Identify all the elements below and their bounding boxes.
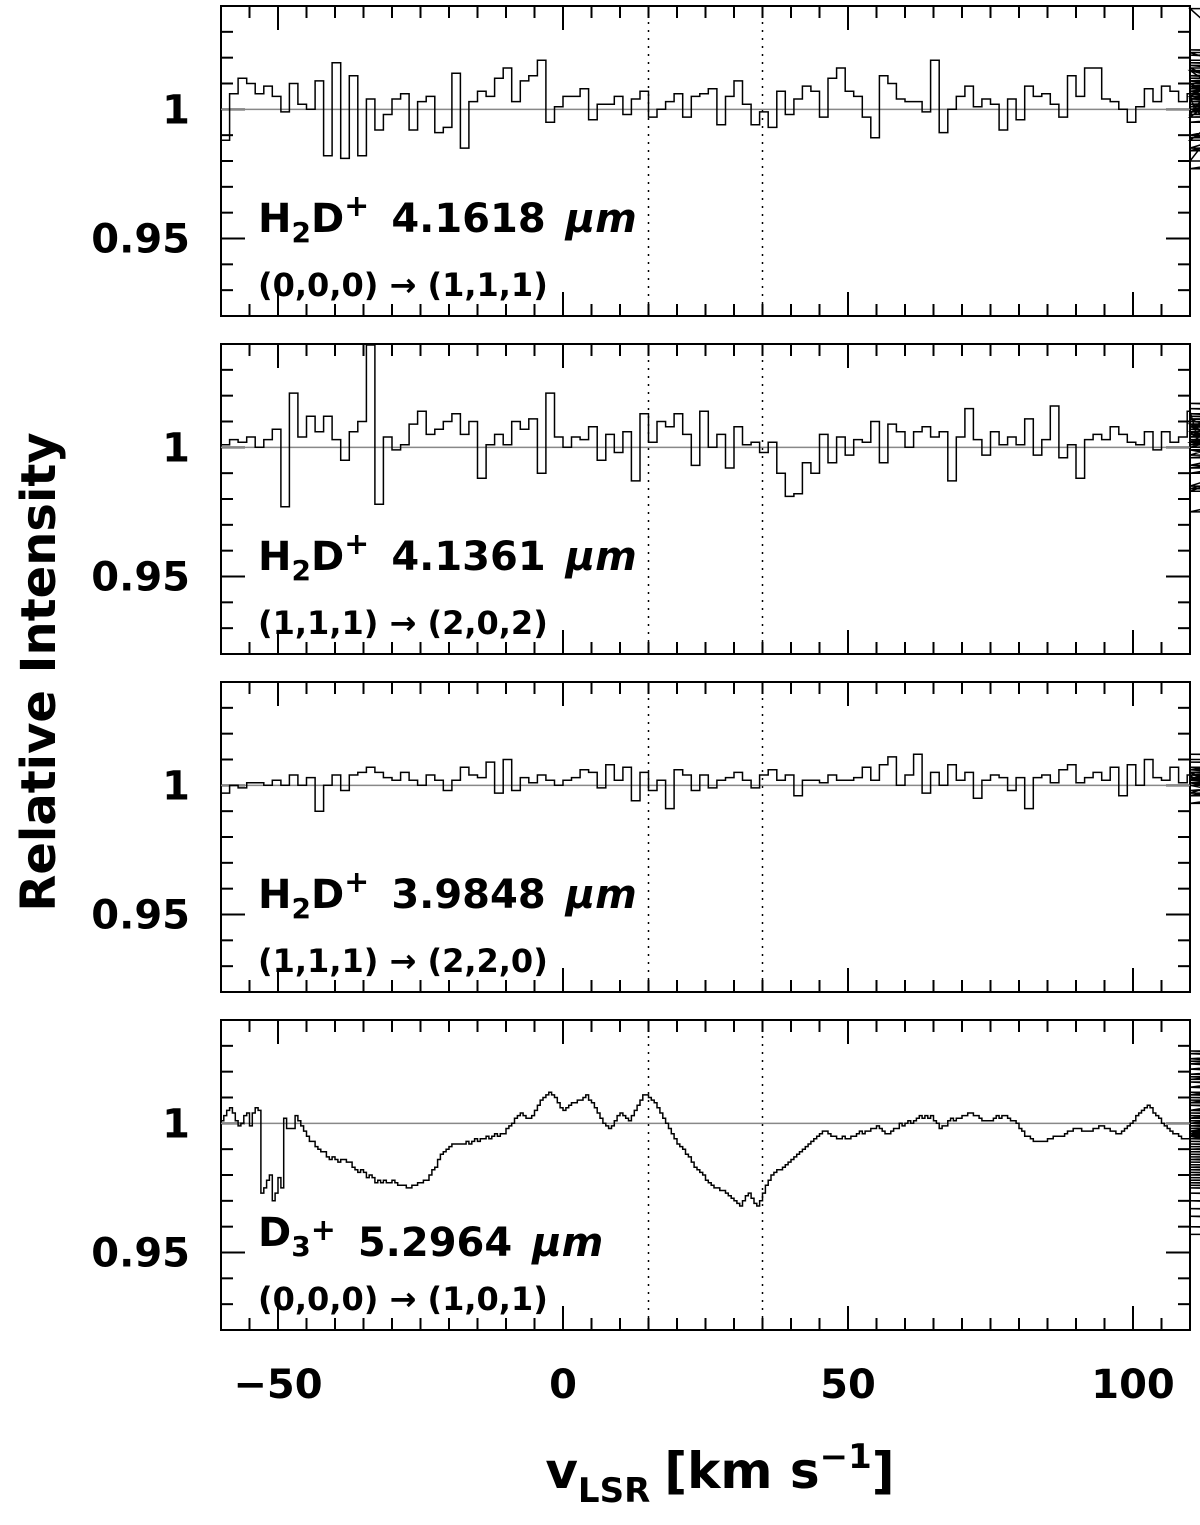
spectrum-trace: [221, 344, 1200, 513]
spectrum-trace: [221, 7, 1200, 170]
x-tick-label: −50: [233, 1362, 322, 1408]
species-label: H2D+ 3.9848 μm: [258, 865, 637, 925]
transition-label: (0,0,0) → (1,0,1): [258, 1280, 548, 1318]
x-axis-label-unit-close: ]: [872, 1442, 895, 1500]
y-tick-label: 1: [162, 87, 190, 133]
wavelength-unit: μm: [564, 196, 637, 242]
transition-label: (1,1,1) → (2,2,0): [258, 942, 548, 980]
transition-label: (0,0,0) → (1,1,1): [258, 266, 548, 304]
y-axis-label: Relative Intensity: [11, 432, 67, 911]
species-subscript: 2: [291, 892, 310, 925]
spectrum-trace: [221, 753, 1200, 812]
species-base: H: [258, 872, 291, 918]
species-label: D3+ 5.2964 μm: [258, 1210, 603, 1266]
y-tick-label: 0.95: [91, 1231, 190, 1277]
species-mid: D: [311, 196, 344, 242]
spectrum-trace: [221, 1050, 1200, 1236]
x-axis-label: vLSR [km s−1]: [545, 1437, 894, 1511]
wavelength-unit: μm: [530, 1220, 603, 1266]
x-axis-label-subscript: LSR: [578, 1471, 650, 1511]
y-tick-label: 0.95: [91, 893, 190, 939]
panel-3: 1 0.95 H2D+ 3.9848 μm (1,1,1) → (2,2,0): [91, 681, 1200, 993]
x-tick-label: 0: [549, 1362, 577, 1408]
species-base: D: [258, 1210, 291, 1256]
wavelength: 4.1361: [391, 534, 545, 580]
species-subscript: 3: [291, 1230, 310, 1263]
x-tick-label: 100: [1091, 1362, 1175, 1408]
panel-4: 1 0.95 D3+ 5.2964 μm (0,0,0) → (1,0,1): [91, 1019, 1200, 1331]
x-axis: −50 0 50 100 vLSR [km s−1]: [233, 1362, 1174, 1511]
wavelength-unit: μm: [564, 534, 637, 580]
species-superscript: +: [344, 189, 369, 224]
transition-label: (1,1,1) → (2,0,2): [258, 604, 548, 642]
y-tick-label: 0.95: [91, 217, 190, 263]
y-tick-label: 1: [162, 763, 190, 809]
species-mid: D: [311, 872, 344, 918]
wavelength: 4.1618: [391, 196, 545, 242]
species-subscript: 2: [291, 216, 310, 249]
species-superscript: +: [311, 1213, 336, 1248]
x-tick-label: 50: [820, 1362, 876, 1408]
x-axis-label-symbol: v: [545, 1442, 578, 1500]
panel-2: 1 0.95 H2D+ 4.1361 μm (1,1,1) → (2,0,2): [91, 343, 1200, 655]
wavelength: 5.2964: [358, 1220, 512, 1266]
species-superscript: +: [344, 527, 369, 562]
species-base: H: [258, 534, 291, 580]
species-mid: D: [311, 534, 344, 580]
wavelength: 3.9848: [391, 872, 545, 918]
species-base: H: [258, 196, 291, 242]
wavelength-unit: μm: [564, 872, 637, 918]
x-axis-label-unit-exponent: −1: [820, 1437, 872, 1477]
y-tick-label: 0.95: [91, 555, 190, 601]
y-tick-label: 1: [162, 425, 190, 471]
species-label: H2D+ 4.1361 μm: [258, 527, 637, 587]
species-subscript: 2: [291, 554, 310, 587]
panel-1: 1 0.95 H2D+ 4.1618 μm (0,0,0) → (1,1,1): [91, 5, 1200, 317]
x-axis-label-unit: [km s: [664, 1442, 819, 1500]
y-tick-label: 1: [162, 1101, 190, 1147]
species-label: H2D+ 4.1618 μm: [258, 189, 637, 249]
species-superscript: +: [344, 865, 369, 900]
